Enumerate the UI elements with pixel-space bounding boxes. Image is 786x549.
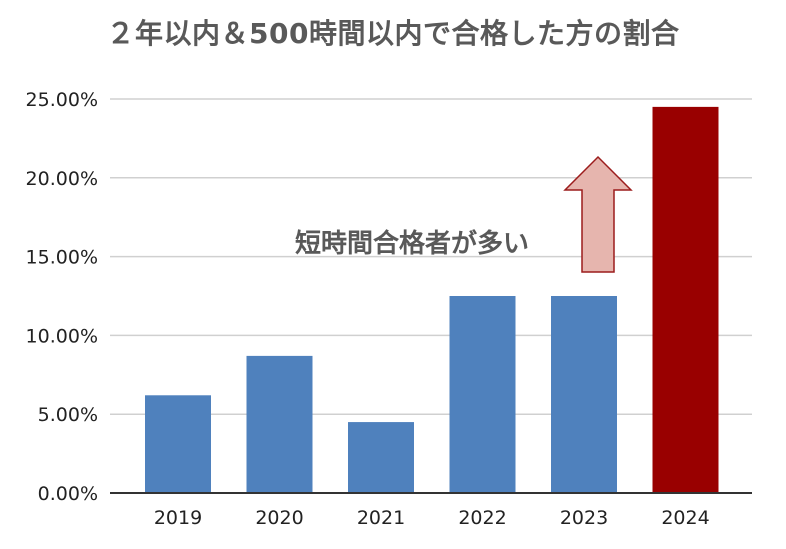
x-tick-label: 2023 (560, 507, 608, 529)
x-tick-label: 2021 (357, 507, 405, 529)
y-tick-label: 0.00% (38, 483, 98, 505)
bar-2020 (246, 355, 313, 493)
y-tick-label: 15.00% (26, 247, 98, 269)
up-arrow-annotation (563, 155, 633, 273)
x-tick-label: 2019 (154, 507, 202, 529)
up-arrow-icon (563, 155, 633, 273)
y-tick-label: 5.00% (38, 404, 98, 426)
y-tick-label: 10.00% (26, 325, 98, 347)
x-axis-tick-labels: 2019 2020 2021 2022 2023 2024 (154, 507, 710, 529)
bar-2023 (551, 296, 617, 493)
gridlines (110, 98, 752, 415)
chart-title: ２年以内＆500時間以内で合格した方の割合 (106, 17, 680, 50)
bar-2021 (348, 422, 414, 493)
y-tick-label: 20.00% (26, 168, 98, 190)
y-axis-tick-labels: 0.00% 5.00% 10.00% 15.00% 20.00% 25.00% (26, 89, 98, 505)
bar-2024 (652, 106, 719, 493)
x-tick-label: 2020 (255, 507, 303, 529)
y-tick-label: 25.00% (26, 89, 98, 111)
x-tick-label: 2024 (661, 507, 709, 529)
annotation-text: 短時間合格者が多い (295, 228, 529, 259)
bar-2022 (449, 296, 516, 493)
bar-2019 (145, 395, 211, 493)
x-tick-label: 2022 (458, 507, 506, 529)
bars (145, 106, 719, 493)
